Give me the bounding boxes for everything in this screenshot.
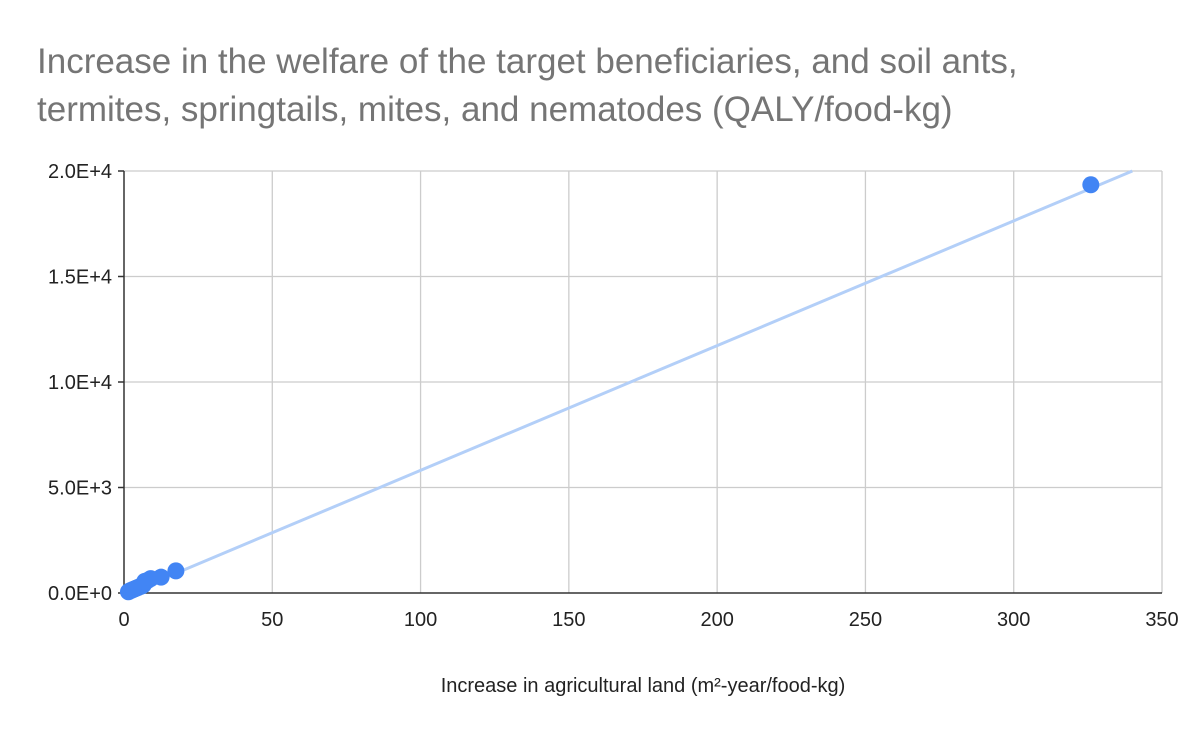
y-tick-label: 0.0E+0 xyxy=(48,583,112,605)
chart-title-line-1: Increase in the welfare of the target be… xyxy=(37,42,1018,81)
trendline-group xyxy=(123,169,1133,597)
x-tick-label: 0 xyxy=(118,609,129,631)
y-tick-label: 5.0E+3 xyxy=(48,478,112,500)
data-points xyxy=(119,176,1100,601)
x-tick-label: 50 xyxy=(261,609,283,631)
y-tick-label: 2.0E+4 xyxy=(48,161,112,183)
gridlines xyxy=(124,170,1163,593)
y-tick-label: 1.5E+4 xyxy=(48,267,112,289)
axes xyxy=(118,170,1162,594)
x-axis-label: Increase in agricultural land (m²-year/f… xyxy=(441,675,846,697)
data-point xyxy=(152,568,170,586)
x-tick-label: 200 xyxy=(700,609,733,631)
x-tick-label: 250 xyxy=(849,609,882,631)
chart-title: Increase in the welfare of the target be… xyxy=(37,38,1177,134)
data-point xyxy=(1082,176,1100,194)
x-tick-label: 100 xyxy=(404,609,437,631)
y-tick-label: 1.0E+4 xyxy=(48,372,112,394)
y-tick-labels: 0.0E+0 5.0E+3 1.0E+4 1.5E+4 2.0E+4 xyxy=(48,161,112,605)
trendline xyxy=(123,169,1133,597)
chart-title-line-2: termites, springtails, mites, and nemato… xyxy=(37,90,953,129)
data-point xyxy=(167,562,185,580)
x-tick-label: 350 xyxy=(1145,609,1178,631)
x-tick-label: 300 xyxy=(997,609,1030,631)
x-tick-labels: 0 50 100 150 200 250 300 350 xyxy=(118,609,1178,631)
x-tick-label: 150 xyxy=(552,609,585,631)
